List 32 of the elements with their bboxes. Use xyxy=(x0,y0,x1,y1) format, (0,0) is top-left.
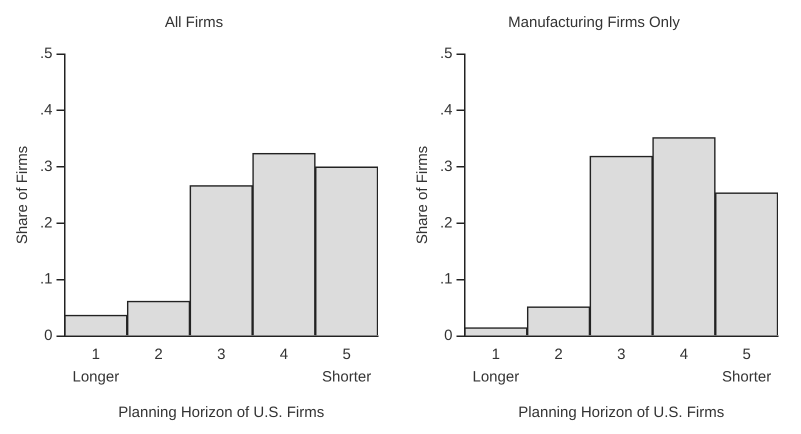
x-tick-label: 4 xyxy=(280,346,288,364)
y-tick-label: 0 xyxy=(44,327,53,344)
x-tick-label: 2 xyxy=(154,346,163,364)
y-tick-label: .2 xyxy=(40,214,53,232)
text: Shorter xyxy=(722,368,772,386)
y-tick-label: .1 xyxy=(440,270,453,288)
y-tick-label: .4 xyxy=(40,102,53,119)
chart-title: Manufacturing Firms Only xyxy=(508,14,680,32)
text: Longer xyxy=(472,368,520,386)
text: Longer xyxy=(72,368,120,386)
x-axis-title: Planning Horizon of U.S. Firms xyxy=(118,404,324,422)
x-tick-label: 1 xyxy=(492,346,500,364)
y-tick-label: .5 xyxy=(40,45,53,62)
y-axis-title: Share of Firms xyxy=(414,146,432,244)
x-tick-label: 2 xyxy=(554,346,563,364)
x-axis-title: Planning Horizon of U.S. Firms xyxy=(518,404,724,422)
y-tick-label: .5 xyxy=(440,45,453,62)
y-tick-label: 0 xyxy=(444,327,453,344)
y-tick-label: .1 xyxy=(40,270,53,288)
x-tick-label: 4 xyxy=(680,346,688,364)
text: Shorter xyxy=(322,368,372,386)
y-tick-label: .3 xyxy=(440,158,453,175)
x-tick-label: 5 xyxy=(742,346,751,364)
y-tick-label: .2 xyxy=(440,214,453,232)
chart-title: All Firms xyxy=(164,14,224,32)
x-tick-label: 3 xyxy=(617,346,626,364)
y-axis-title: Share of Firms xyxy=(14,146,32,244)
x-tick-label: 5 xyxy=(342,346,351,364)
y-tick-label: .4 xyxy=(440,102,453,119)
y-tick-label: .3 xyxy=(40,158,53,175)
x-tick-label: 3 xyxy=(217,346,226,364)
x-tick-label: 1 xyxy=(92,346,100,364)
